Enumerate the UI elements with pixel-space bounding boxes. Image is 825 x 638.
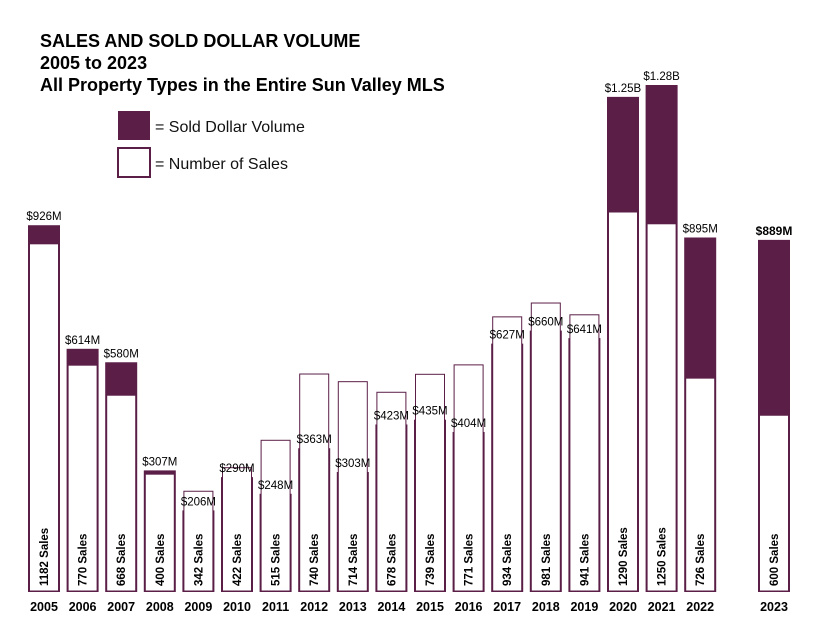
sales-bar-2015 bbox=[415, 373, 445, 592]
sales-label-2015: 739 Sales bbox=[425, 534, 437, 586]
sales-label-2012: 740 Sales bbox=[309, 534, 321, 586]
year-label-2016: 2016 bbox=[455, 600, 483, 614]
volume-label-2005: $926M bbox=[26, 211, 61, 223]
legend-label-sales: = Number of Sales bbox=[155, 156, 288, 173]
sales-label-2007: 668 Sales bbox=[116, 534, 128, 586]
volume-label-2012: $363M bbox=[297, 434, 332, 446]
year-label-2009: 2009 bbox=[184, 600, 212, 614]
sales-bar-2018 bbox=[530, 302, 561, 592]
volume-label-2018: $660M bbox=[528, 317, 563, 329]
volume-label-2022: $895M bbox=[683, 223, 718, 235]
year-label-2008: 2008 bbox=[146, 600, 174, 614]
sales-bar-2013 bbox=[337, 381, 368, 592]
sales-bar-2021 bbox=[646, 223, 677, 592]
year-label-2022: 2022 bbox=[686, 600, 714, 614]
year-label-2020: 2020 bbox=[609, 600, 637, 614]
sales-bar-2011 bbox=[260, 439, 291, 592]
sales-label-2005: 1182 Sales bbox=[39, 528, 51, 586]
sales-label-2013: 714 Sales bbox=[348, 534, 360, 586]
volume-label-2016: $404M bbox=[451, 418, 486, 430]
year-label-2007: 2007 bbox=[107, 600, 135, 614]
legend-swatch-volume bbox=[118, 111, 150, 140]
volume-label-2014: $423M bbox=[374, 410, 409, 422]
year-label-2021: 2021 bbox=[648, 600, 676, 614]
sales-label-2010: 422 Sales bbox=[232, 534, 244, 586]
year-label-2011: 2011 bbox=[262, 600, 289, 614]
sales-label-2009: 342 Sales bbox=[193, 534, 205, 586]
volume-label-2015: $435M bbox=[412, 406, 447, 418]
sales-label-2021: 1250 Sales bbox=[657, 527, 669, 586]
sales-label-2023: 600 Sales bbox=[769, 534, 781, 586]
sales-label-2016: 771 Sales bbox=[464, 534, 476, 586]
volume-label-2023: $889M bbox=[756, 224, 793, 238]
sales-label-2018: 981 Sales bbox=[541, 534, 553, 586]
sales-bar-2019 bbox=[569, 314, 600, 592]
sales-label-2006: 770 Sales bbox=[78, 534, 90, 586]
legend-swatch-sales bbox=[117, 147, 151, 178]
year-label-2019: 2019 bbox=[570, 600, 598, 614]
chart-title-line-1: SALES AND SOLD DOLLAR VOLUME bbox=[40, 31, 360, 51]
sales-bar-2020 bbox=[608, 211, 638, 592]
volume-label-2019: $641M bbox=[567, 324, 602, 336]
sales-bar-2023 bbox=[759, 414, 789, 592]
year-label-2017: 2017 bbox=[493, 600, 521, 614]
sales-bar-2017 bbox=[492, 316, 523, 592]
volume-label-2021: $1.28B bbox=[643, 71, 680, 83]
volume-label-2009: $206M bbox=[181, 496, 216, 508]
volume-label-2007: $580M bbox=[104, 348, 139, 360]
sales-bar-2008 bbox=[144, 473, 175, 592]
sales-bar-2012 bbox=[299, 373, 330, 592]
legend-label-volume: = Sold Dollar Volume bbox=[155, 119, 305, 136]
year-label-2013: 2013 bbox=[339, 600, 367, 614]
chart-title-line-2: 2005 to 2023 bbox=[40, 53, 147, 73]
sales-bar-2005 bbox=[29, 243, 59, 592]
volume-label-2008: $307M bbox=[142, 456, 177, 468]
bars-group: $926M 1182 Sales 2005 $614M 770 Sales 2006 $58… bbox=[26, 71, 792, 614]
sales-bar-2022 bbox=[685, 377, 716, 592]
volume-label-2017: $627M bbox=[490, 330, 525, 342]
sales-label-2011: 515 Sales bbox=[271, 534, 283, 586]
year-label-2015: 2015 bbox=[416, 600, 444, 614]
sales-bar-2007 bbox=[106, 394, 137, 592]
year-label-2006: 2006 bbox=[69, 600, 97, 614]
year-label-2005: 2005 bbox=[30, 600, 58, 614]
volume-label-2013: $303M bbox=[335, 458, 370, 470]
volume-label-2006: $614M bbox=[65, 335, 100, 347]
sales-bar-2016 bbox=[453, 364, 484, 592]
sales-label-2022: 726 Sales bbox=[695, 534, 707, 586]
year-label-2010: 2010 bbox=[223, 600, 251, 614]
chart-title-line-3: All Property Types in the Entire Sun Val… bbox=[40, 75, 445, 95]
sales-bar-2009 bbox=[183, 490, 214, 592]
sales-label-2017: 934 Sales bbox=[502, 534, 514, 586]
year-label-2023: 2023 bbox=[760, 600, 788, 614]
year-label-2012: 2012 bbox=[300, 600, 328, 614]
sales-label-2008: 400 Sales bbox=[155, 534, 167, 586]
year-label-2018: 2018 bbox=[532, 600, 560, 614]
sales-label-2020: 1290 Sales bbox=[618, 527, 630, 586]
legend: = Sold Dollar Volume = Number of Sales bbox=[117, 111, 305, 178]
sales-label-2014: 678 Sales bbox=[386, 534, 398, 586]
year-label-2014: 2014 bbox=[377, 600, 405, 614]
volume-label-2020: $1.25B bbox=[605, 83, 642, 95]
sales-label-2019: 941 Sales bbox=[579, 534, 591, 586]
volume-label-2010: $290M bbox=[219, 463, 254, 475]
sales-bar-2006 bbox=[67, 364, 98, 592]
sales-bar-2010 bbox=[222, 467, 252, 592]
sales-bar-2014 bbox=[376, 391, 407, 592]
volume-label-2011: $248M bbox=[258, 480, 293, 492]
